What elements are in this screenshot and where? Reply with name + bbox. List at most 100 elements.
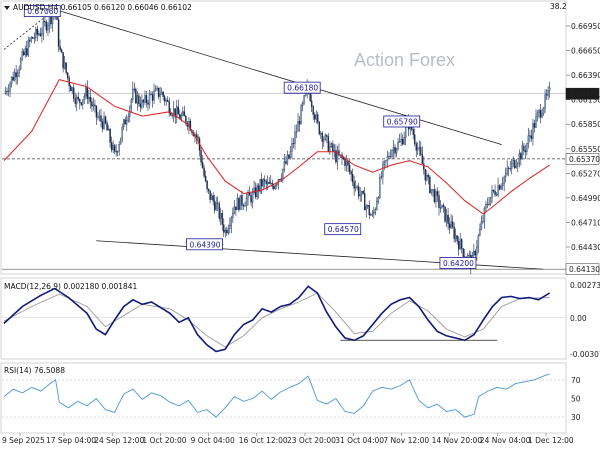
annotation-box [283,81,321,94]
candle-body [442,204,445,207]
candle [215,196,217,211]
candle [100,108,102,128]
candle [524,144,527,160]
candle-body [162,91,164,97]
candle [138,92,140,107]
candle [456,235,458,245]
candle-body [147,102,149,105]
candle [92,97,95,111]
candle [106,120,108,131]
candle-body [547,90,549,96]
time-tick-label: 17 Sep 04:00 [46,436,96,445]
annotation-label: 0.64390 [189,240,220,249]
candle [82,99,84,110]
candle [44,16,46,27]
annotation-box [383,115,421,128]
candle-body [12,76,14,81]
candle-body [124,119,126,125]
candle [392,139,395,159]
candle [221,210,223,231]
candle-body [65,62,67,73]
candle [541,108,543,119]
candle-body [207,188,210,191]
candle-body [33,37,36,39]
candle [39,27,42,37]
candle-body [323,139,325,142]
candle [197,134,199,145]
candle [239,194,242,211]
candle [145,90,148,108]
candle-body [47,25,49,31]
candle-body [76,96,78,104]
candle-body [382,164,384,177]
candle-body [232,213,234,218]
time-tick-label: 24 Sep 12:00 [94,436,144,445]
candle-body [438,195,440,208]
candle-body [360,190,363,195]
candle-body [250,195,252,203]
rsi-plot: 70 50 30 [2,373,581,422]
candle-body [450,221,452,229]
candle [506,160,508,176]
candle-body [29,40,31,42]
candle [203,164,205,178]
candle [523,142,525,156]
candle [123,118,125,131]
candle [509,160,511,172]
candle [310,94,313,112]
candle [520,152,522,166]
candle [112,140,114,154]
candle-body [365,206,367,211]
candle-body [57,19,60,47]
price-tick-label: 0.64430 [571,243,600,252]
candle [147,99,149,111]
candle [113,143,116,155]
candle-body [116,151,119,153]
level-tag-box [565,153,600,165]
candle [368,200,370,220]
candle [494,184,496,198]
candle-body [294,132,296,144]
price-tick-label: 0.64710 [571,218,600,227]
candle [424,169,427,185]
candle [298,116,301,132]
candle-body [236,198,239,210]
candle-body [451,221,454,228]
candle [109,127,111,148]
candle [238,196,240,213]
candle-body [476,246,478,256]
candle-body [101,121,104,129]
collapse-triangle-icon[interactable] [4,6,10,10]
candle [160,87,163,95]
candle [430,189,433,196]
candle [4,86,7,95]
candle [212,192,214,206]
time-tick-label: 14 Nov 20:00 [432,436,483,445]
candle [220,207,222,226]
candle-body [317,114,319,123]
annotation-label: 0.64200 [443,259,474,268]
candle-body [514,160,516,168]
candle [207,188,210,194]
candle-body [233,206,236,214]
candle-body [27,40,29,56]
candle-body [201,161,204,169]
candle-body [397,141,399,150]
candle-body [404,126,407,138]
candle-body [483,207,486,222]
candle [230,215,233,234]
candle [136,91,139,111]
candle-body [18,68,20,74]
candle-body [332,143,334,152]
candle-body [289,151,292,159]
candle [388,152,390,159]
candle-body [265,181,267,185]
candle [485,201,487,213]
instrument-header: AUDUSD,H4 0.66105 0.66120 0.66046 0.6610… [13,3,192,12]
candle [236,193,239,210]
candle-body [121,126,123,139]
candle [229,217,231,234]
candle-body [247,192,249,199]
candle-body [217,202,219,204]
candle-body [301,102,304,107]
